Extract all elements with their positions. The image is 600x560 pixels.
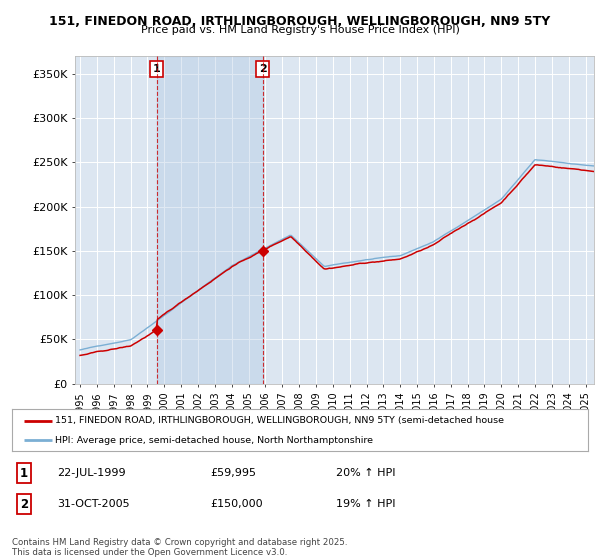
Text: £59,995: £59,995 (210, 468, 256, 478)
Text: Price paid vs. HM Land Registry's House Price Index (HPI): Price paid vs. HM Land Registry's House … (140, 25, 460, 35)
Text: 151, FINEDON ROAD, IRTHLINGBOROUGH, WELLINGBOROUGH, NN9 5TY (semi-detached house: 151, FINEDON ROAD, IRTHLINGBOROUGH, WELL… (55, 416, 504, 425)
Text: 22-JUL-1999: 22-JUL-1999 (57, 468, 125, 478)
Bar (157, 56, 263, 384)
Text: 151, FINEDON ROAD, IRTHLINGBOROUGH, WELLINGBOROUGH, NN9 5TY: 151, FINEDON ROAD, IRTHLINGBOROUGH, WELL… (49, 15, 551, 27)
Text: HPI: Average price, semi-detached house, North Northamptonshire: HPI: Average price, semi-detached house,… (55, 436, 373, 445)
Text: 19% ↑ HPI: 19% ↑ HPI (336, 499, 395, 509)
Text: 20% ↑ HPI: 20% ↑ HPI (336, 468, 395, 478)
Text: 2: 2 (259, 64, 266, 74)
Text: Contains HM Land Registry data © Crown copyright and database right 2025.
This d: Contains HM Land Registry data © Crown c… (12, 538, 347, 557)
Text: 1: 1 (153, 64, 161, 74)
Text: 2: 2 (20, 497, 28, 511)
Text: 1: 1 (20, 466, 28, 480)
Text: 31-OCT-2005: 31-OCT-2005 (57, 499, 130, 509)
Text: £150,000: £150,000 (210, 499, 263, 509)
